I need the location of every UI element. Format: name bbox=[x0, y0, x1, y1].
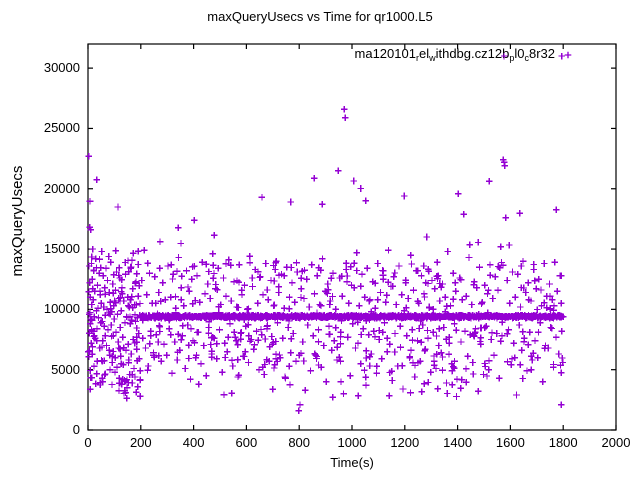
y-tick-label: 5000 bbox=[51, 361, 80, 377]
y-tick-label: 0 bbox=[72, 422, 80, 437]
x-tick-label: 400 bbox=[182, 435, 205, 450]
legend-entry-label: ma120101relwithdbg.cz12bpl0c8r32 bbox=[354, 46, 555, 63]
x-tick-label: 2000 bbox=[601, 435, 631, 450]
legend-sample-marker bbox=[564, 51, 572, 59]
x-axis-title: Time(s) bbox=[330, 455, 374, 470]
x-tick-label: 1400 bbox=[443, 435, 473, 450]
x-tick-label: 200 bbox=[129, 435, 152, 450]
plot-border bbox=[87, 43, 617, 431]
x-tick-label: 1000 bbox=[337, 435, 367, 450]
x-tick-label: 1200 bbox=[390, 435, 420, 450]
y-tick-label: 15000 bbox=[43, 241, 80, 257]
y-tick-label: 20000 bbox=[43, 180, 80, 196]
x-tick-label: 1800 bbox=[548, 435, 578, 450]
x-tick-label: 0 bbox=[84, 435, 92, 450]
y-tick-label: 10000 bbox=[43, 301, 80, 317]
y-tick-label: 30000 bbox=[43, 60, 80, 76]
x-tick-label: 800 bbox=[288, 435, 311, 450]
y-tick-label: 25000 bbox=[43, 120, 80, 136]
x-tick-label: 600 bbox=[235, 435, 258, 450]
chart-title: maxQueryUsecs vs Time for qr1000.L5 bbox=[207, 9, 433, 24]
x-tick-label: 1600 bbox=[495, 435, 525, 450]
scatter-points bbox=[85, 52, 567, 414]
